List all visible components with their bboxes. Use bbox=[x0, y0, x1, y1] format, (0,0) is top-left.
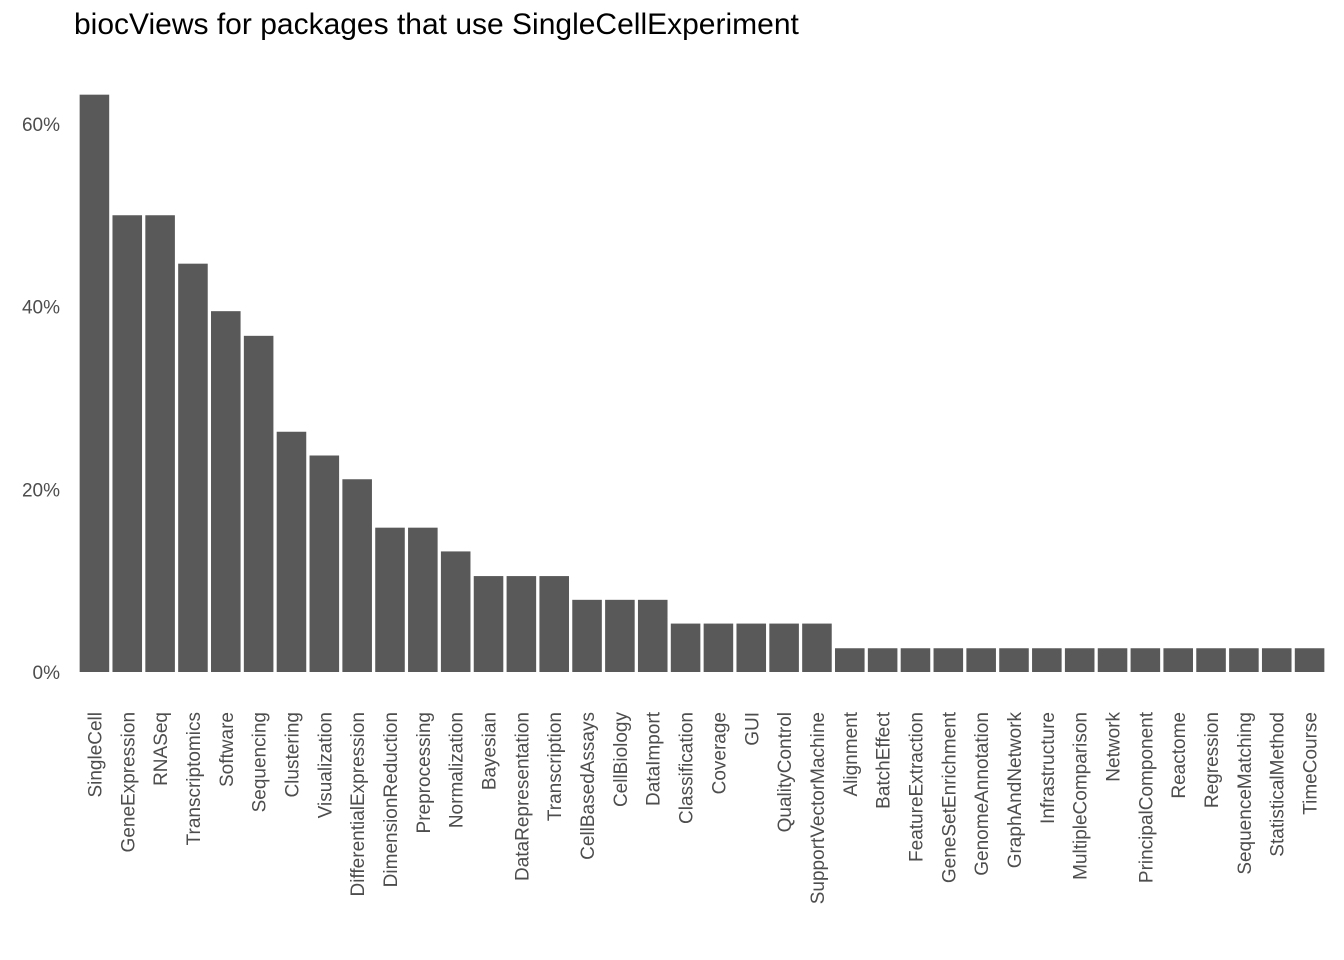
bar-Regression bbox=[1196, 648, 1226, 672]
bar-Bayesian bbox=[473, 576, 504, 672]
bar-Sequencing bbox=[243, 335, 274, 672]
x-tick-label: CellBasedAssays bbox=[578, 712, 599, 860]
bar-Alignment bbox=[835, 648, 865, 672]
x-tick-label: SingleCell bbox=[85, 712, 106, 798]
bar-SequenceMatching bbox=[1229, 648, 1259, 672]
bar-BatchEffect bbox=[867, 648, 898, 672]
x-tick-label: CellBiology bbox=[611, 712, 632, 808]
bar-DimensionReduction bbox=[375, 527, 405, 672]
x-tick-label: DifferentialExpression bbox=[348, 712, 369, 896]
x-tick-label: Bayesian bbox=[480, 712, 501, 790]
bar-Coverage bbox=[703, 623, 734, 672]
x-tick-label: Clustering bbox=[282, 712, 303, 798]
bar-Network bbox=[1097, 648, 1128, 672]
bar-PrincipalComponent bbox=[1130, 648, 1161, 672]
y-tick-label: 0% bbox=[33, 663, 61, 684]
x-tick-label: Transcription bbox=[545, 712, 566, 821]
x-tick-label: Coverage bbox=[709, 712, 730, 794]
x-axis-ticks: SingleCell GeneExpression RNASeq Transcript… bbox=[85, 711, 1321, 904]
x-tick-label: GUI bbox=[742, 712, 763, 746]
x-tick-label: Classification bbox=[677, 712, 698, 824]
x-tick-label: StatisticalMethod bbox=[1268, 712, 1289, 857]
x-tick-label: TimeCourse bbox=[1301, 712, 1322, 815]
x-tick-label: Normalization bbox=[447, 712, 468, 828]
bar-Infrastructure bbox=[1032, 648, 1062, 672]
bar-DataImport bbox=[637, 599, 668, 672]
x-tick-label: Reactome bbox=[1169, 712, 1190, 799]
x-tick-label: Transcriptomics bbox=[184, 712, 205, 845]
bar-Visualization bbox=[309, 455, 340, 672]
x-tick-label: FeatureExtraction bbox=[906, 712, 927, 862]
y-tick-label: 40% bbox=[22, 298, 60, 319]
x-tick-label: Visualization bbox=[315, 712, 336, 818]
bar-Preprocessing bbox=[408, 527, 438, 672]
bar-Transcription bbox=[539, 576, 569, 672]
bar-GUI bbox=[736, 623, 767, 672]
x-tick-label: DataImport bbox=[644, 711, 665, 806]
bar-CellBiology bbox=[605, 599, 635, 672]
bar-StatisticalMethod bbox=[1261, 648, 1292, 672]
bar-Transcriptomics bbox=[178, 263, 208, 672]
x-tick-label: GeneExpression bbox=[118, 712, 139, 852]
bar-SupportVectorMachine bbox=[802, 623, 832, 672]
x-tick-label: GenomeAnnotation bbox=[972, 712, 993, 876]
bar-GraphAndNetwork bbox=[999, 648, 1029, 672]
bar-GeneSetEnrichment bbox=[933, 648, 964, 672]
x-tick-label: Sequencing bbox=[250, 712, 271, 812]
bar-Clustering bbox=[276, 431, 307, 672]
bar-GeneExpression bbox=[112, 215, 143, 672]
x-tick-label: SupportVectorMachine bbox=[808, 712, 829, 904]
bar-QualityControl bbox=[769, 623, 799, 672]
bar-Reactome bbox=[1163, 648, 1193, 672]
x-tick-label: MultipleComparison bbox=[1071, 712, 1092, 880]
bar-CellBasedAssays bbox=[572, 599, 602, 672]
bar-FeatureExtraction bbox=[900, 648, 931, 672]
bar-DifferentialExpression bbox=[342, 479, 372, 672]
x-tick-label: Regression bbox=[1202, 712, 1223, 808]
y-tick-label: 20% bbox=[22, 480, 60, 501]
bars-group bbox=[79, 94, 1325, 673]
x-tick-label: RNASeq bbox=[151, 712, 172, 786]
x-tick-label: GeneSetEnrichment bbox=[939, 711, 960, 883]
bar-TimeCourse bbox=[1294, 648, 1325, 672]
chart-title: biocViews for packages that use SingleCe… bbox=[74, 8, 799, 41]
x-tick-label: Software bbox=[217, 712, 238, 787]
bar-DataRepresentation bbox=[506, 576, 537, 672]
bar-Normalization bbox=[440, 551, 471, 672]
bar-Software bbox=[211, 311, 241, 672]
bar-Classification bbox=[670, 623, 701, 672]
x-tick-label: Preprocessing bbox=[414, 712, 435, 833]
x-tick-label: PrincipalComponent bbox=[1136, 711, 1157, 883]
x-tick-label: QualityControl bbox=[775, 712, 796, 832]
y-tick-label: 60% bbox=[22, 115, 60, 136]
bar-MultipleComparison bbox=[1064, 648, 1095, 672]
x-tick-label: Alignment bbox=[841, 711, 862, 796]
x-tick-label: SequenceMatching bbox=[1235, 712, 1256, 875]
bar-RNASeq bbox=[145, 215, 175, 672]
x-tick-label: BatchEffect bbox=[874, 711, 895, 809]
x-tick-label: GraphAndNetwork bbox=[1005, 712, 1026, 869]
bar-SingleCell bbox=[79, 94, 110, 673]
y-axis-ticks: 0% 20% 40% 60% bbox=[22, 115, 60, 684]
x-tick-label: Infrastructure bbox=[1038, 712, 1059, 824]
bar-GenomeAnnotation bbox=[966, 648, 996, 672]
x-tick-label: Network bbox=[1104, 712, 1125, 782]
x-tick-label: DimensionReduction bbox=[381, 712, 402, 887]
x-tick-label: DataRepresentation bbox=[512, 712, 533, 881]
